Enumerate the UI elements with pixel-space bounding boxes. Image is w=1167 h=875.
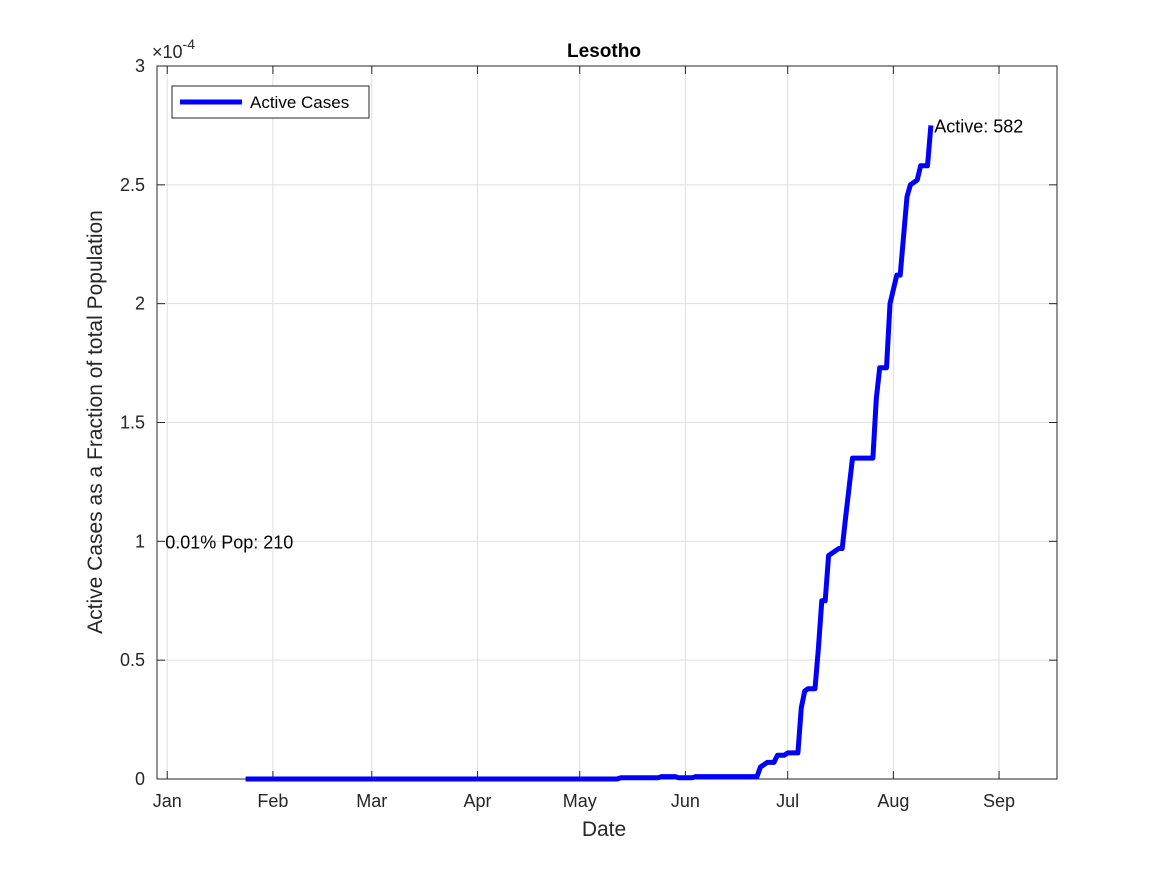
legend-label: Active Cases	[250, 93, 349, 112]
series-line-active-cases	[245, 125, 934, 782]
y-axis-label: Active Cases as a Fraction of total Popu…	[84, 210, 107, 634]
y-tick-labels: 0 0.5 1 1.5 2 2.5 3	[120, 56, 145, 789]
annotation-pop-threshold: 0.01% Pop: 210	[165, 532, 293, 552]
y-tick-label: 0	[135, 769, 145, 789]
annotation-active-count: Active: 582	[934, 116, 1023, 136]
tick-marks	[157, 65, 1057, 780]
x-tick-labels: Jan Feb Mar Apr May Jun Jul Aug Sep	[153, 791, 1015, 811]
y-tick-label: 2	[135, 294, 145, 314]
chart-title: Lesotho	[567, 41, 641, 62]
x-tick-label: Jun	[671, 791, 700, 811]
y-tick-label: 3	[135, 56, 145, 76]
y-exponent-multiplier: ×10-4	[152, 36, 195, 62]
legend: Active Cases	[171, 85, 370, 119]
x-tick-label: Aug	[877, 791, 909, 811]
annotations: Active: 582 0.01% Pop: 210	[165, 116, 1023, 552]
y-tick-label: 0.5	[120, 650, 145, 670]
x-tick-label: Sep	[983, 791, 1015, 811]
series-group	[245, 125, 934, 782]
x-tick-label: May	[563, 791, 597, 811]
x-axis-label: Date	[582, 818, 626, 841]
y-tick-label: 1	[135, 531, 145, 551]
y-tick-label: 2.5	[120, 175, 145, 195]
x-tick-label: Mar	[356, 791, 387, 811]
y-tick-label: 1.5	[120, 413, 145, 433]
x-tick-label: Jul	[776, 791, 799, 811]
y-exponent-power: -4	[183, 36, 196, 52]
x-tick-label: Jan	[153, 791, 182, 811]
y-exponent-base: ×10	[152, 42, 183, 62]
x-tick-label: Feb	[257, 791, 288, 811]
x-tick-label: Apr	[463, 791, 491, 811]
